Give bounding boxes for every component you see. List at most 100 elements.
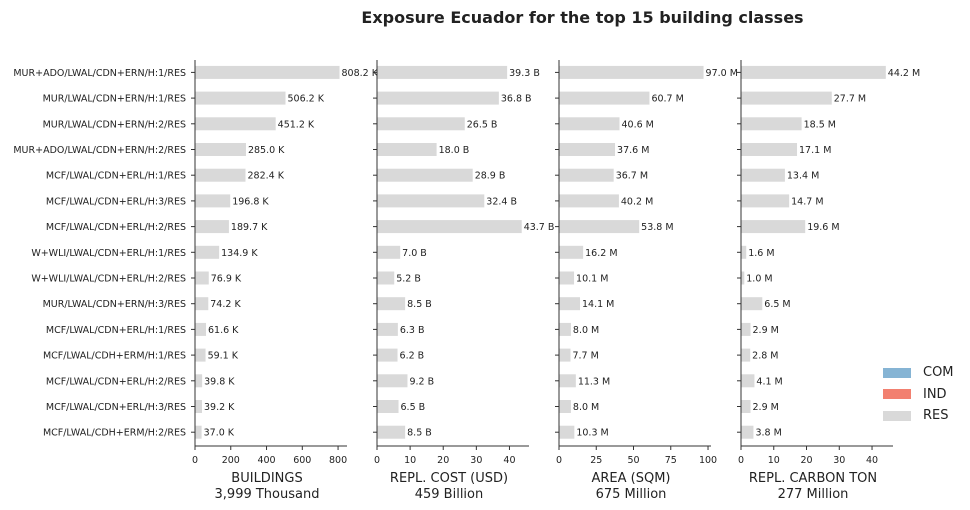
bar-buildings — [195, 143, 246, 156]
data-label-area-sqm: 10.1 M — [576, 274, 608, 285]
data-label-repl-carbon-ton: 1.0 M — [746, 274, 772, 285]
data-label-area-sqm: 16.2 M — [585, 248, 617, 259]
category-label: MUR+ADO/LWAL/CDN+ERN/H:2/RES — [13, 145, 186, 156]
x-axis-label-repl-cost-usd: REPL. COST (USD) — [390, 471, 508, 486]
x-tick-label-buildings: 800 — [329, 455, 347, 466]
x-tick-label-area-sqm: 25 — [590, 455, 602, 466]
bar-repl-cost-usd — [377, 348, 398, 362]
data-label-buildings: 808.2 K — [342, 68, 379, 79]
bar-area-sqm — [559, 168, 614, 182]
category-label: MUR/LWAL/CDN+ERN/H:2/RES — [43, 119, 186, 130]
bar-buildings — [195, 65, 340, 79]
bar-repl-cost-usd — [377, 220, 522, 234]
bar-area-sqm — [559, 143, 616, 156]
legend-label-com: COM — [923, 365, 954, 381]
bar-repl-carbon-ton — [741, 168, 785, 182]
bar-repl-carbon-ton — [741, 117, 802, 131]
x-tick-label-repl-carbon-ton: 40 — [866, 455, 878, 466]
bar-repl-cost-usd — [377, 117, 465, 131]
data-label-repl-cost-usd: 6.5 B — [401, 402, 426, 413]
data-label-repl-carbon-ton: 17.1 M — [799, 145, 831, 156]
data-label-repl-cost-usd: 43.7 B — [524, 222, 555, 233]
x-tick-label-repl-cost-usd: 10 — [404, 455, 416, 466]
total-label-area-sqm: 675 Million — [596, 487, 667, 502]
bar-buildings — [195, 322, 207, 336]
x-axis-label-area-sqm: AREA (SQM) — [591, 471, 670, 486]
bar-repl-carbon-ton — [741, 91, 832, 105]
data-label-area-sqm: 40.2 M — [621, 196, 653, 207]
data-label-repl-carbon-ton: 4.1 M — [756, 376, 782, 387]
data-label-area-sqm: 97.0 M — [706, 68, 738, 79]
bar-buildings — [195, 425, 202, 439]
category-label: W+WLI/LWAL/CDN+ERL/H:2/RES — [31, 274, 186, 285]
category-label: MCF/LWAL/CDN+ERL/H:1/RES — [46, 325, 186, 336]
data-label-buildings: 59.1 K — [208, 351, 239, 362]
data-label-repl-cost-usd: 39.3 B — [509, 68, 540, 79]
bar-repl-carbon-ton — [741, 220, 806, 234]
x-tick-label-repl-cost-usd: 40 — [503, 455, 515, 466]
bar-repl-cost-usd — [377, 168, 473, 182]
bar-buildings — [195, 400, 203, 413]
bar-repl-cost-usd — [377, 322, 398, 336]
x-tick-label-buildings: 0 — [192, 455, 198, 466]
bar-buildings — [195, 297, 209, 311]
bar-repl-cost-usd — [377, 65, 508, 79]
bar-buildings — [195, 271, 209, 285]
x-tick-label-repl-carbon-ton: 0 — [738, 455, 744, 466]
data-label-repl-carbon-ton: 27.7 M — [834, 94, 866, 105]
data-label-area-sqm: 7.7 M — [572, 351, 598, 362]
category-label: MUR/LWAL/CDN+ERN/H:3/RES — [43, 299, 186, 310]
category-label: MCF/LWAL/CDN+ERL/H:3/RES — [46, 196, 186, 207]
data-label-repl-carbon-ton: 2.9 M — [753, 402, 779, 413]
bar-area-sqm — [559, 220, 640, 234]
legend: COM IND RES — [883, 362, 954, 427]
legend-item-com: COM — [883, 362, 954, 384]
legend-swatch-res — [883, 410, 911, 421]
bar-buildings — [195, 374, 203, 388]
bar-area-sqm — [559, 297, 581, 311]
bar-repl-cost-usd — [377, 194, 485, 208]
bar-area-sqm — [559, 91, 650, 105]
x-tick-label-area-sqm: 100 — [699, 455, 717, 466]
category-label: MUR/LWAL/CDN+ERN/H:1/RES — [43, 94, 186, 105]
legend-item-res: RES — [883, 405, 954, 427]
category-label: MCF/LWAL/CDN+ERL/H:2/RES — [46, 222, 186, 233]
category-label: W+WLI/LWAL/CDN+ERL/H:1/RES — [31, 248, 186, 259]
bar-area-sqm — [559, 65, 704, 79]
data-label-area-sqm: 11.3 M — [578, 376, 610, 387]
bar-area-sqm — [559, 425, 575, 439]
data-label-buildings: 282.4 K — [247, 171, 284, 182]
data-label-buildings: 39.8 K — [204, 376, 235, 387]
bar-buildings — [195, 348, 206, 362]
data-label-area-sqm: 36.7 M — [616, 171, 648, 182]
data-label-buildings: 134.9 K — [221, 248, 258, 259]
x-tick-label-repl-cost-usd: 30 — [470, 455, 482, 466]
x-axis-label-repl-carbon-ton: REPL. CARBON TON — [749, 471, 877, 486]
bar-area-sqm — [559, 374, 576, 388]
bar-repl-cost-usd — [377, 425, 406, 439]
category-label: MUR+ADO/LWAL/CDN+ERN/H:1/RES — [13, 68, 186, 79]
data-label-buildings: 61.6 K — [208, 325, 239, 336]
legend-label-ind: IND — [923, 386, 947, 402]
bar-repl-carbon-ton — [741, 65, 886, 79]
bar-repl-carbon-ton — [741, 297, 763, 311]
bar-area-sqm — [559, 271, 575, 285]
total-label-repl-cost-usd: 459 Billion — [415, 487, 484, 502]
bar-repl-carbon-ton — [741, 194, 790, 208]
bar-repl-cost-usd — [377, 245, 401, 259]
total-label-buildings: 3,999 Thousand — [215, 487, 320, 502]
data-label-repl-carbon-ton: 2.8 M — [752, 351, 778, 362]
data-label-repl-cost-usd: 8.5 B — [407, 428, 432, 439]
data-label-repl-carbon-ton: 19.6 M — [807, 222, 839, 233]
data-label-repl-carbon-ton: 14.7 M — [791, 196, 823, 207]
chart-title: Exposure Ecuador for the top 15 building… — [361, 8, 804, 27]
bar-buildings — [195, 194, 231, 208]
data-label-repl-carbon-ton: 18.5 M — [804, 119, 836, 130]
category-label: MCF/LWAL/CDN+ERL/H:2/RES — [46, 376, 186, 387]
data-label-area-sqm: 53.8 M — [641, 222, 673, 233]
data-label-buildings: 506.2 K — [288, 94, 325, 105]
x-tick-label-area-sqm: 0 — [556, 455, 562, 466]
bar-buildings — [195, 91, 286, 105]
bar-repl-carbon-ton — [741, 348, 751, 362]
data-label-buildings: 189.7 K — [231, 222, 268, 233]
